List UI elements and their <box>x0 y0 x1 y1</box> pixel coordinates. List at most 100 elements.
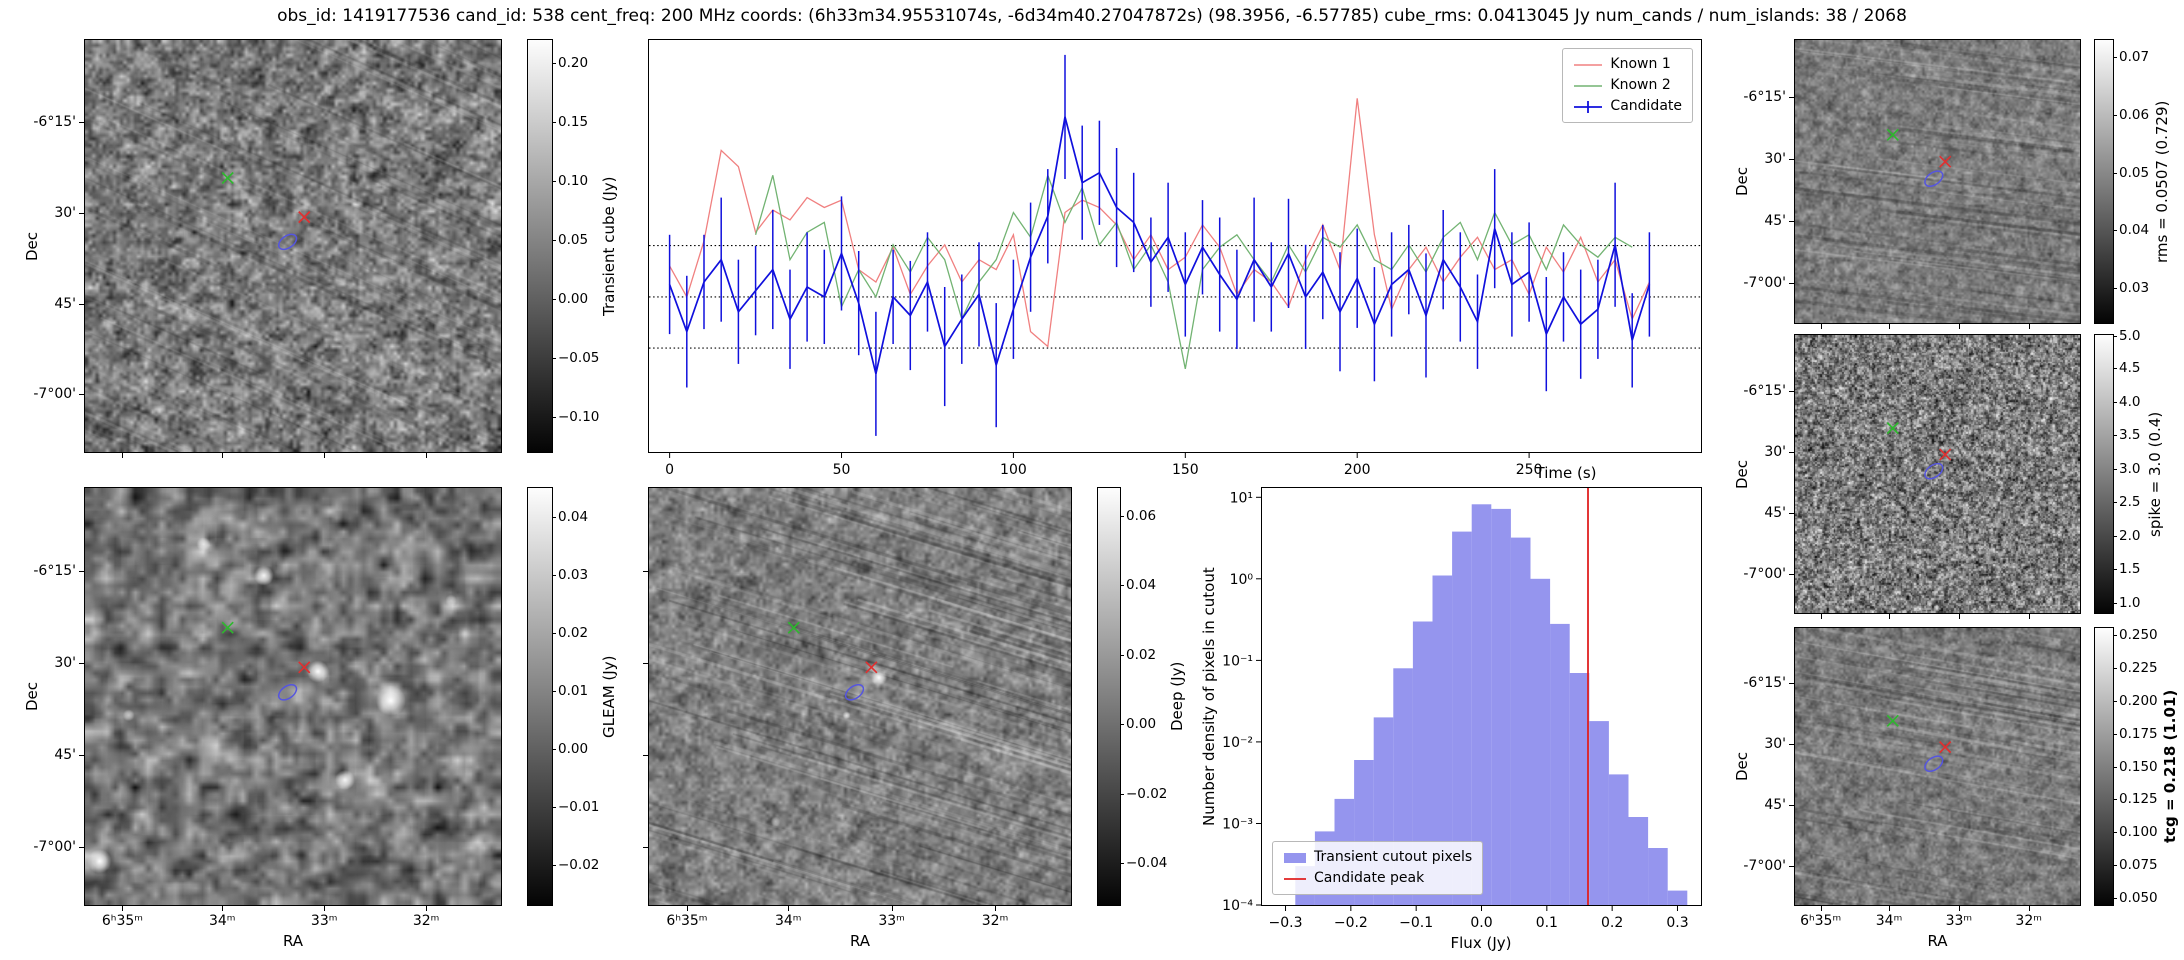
colorbar-tickmark <box>2113 435 2117 437</box>
colorbar-tickmark <box>1120 585 1124 587</box>
dec-tick-label: 30' <box>1764 736 1786 753</box>
colorbar-tick-label: 5.0 <box>2119 328 2141 345</box>
dec-tick-label: 45' <box>54 746 76 763</box>
dec-tick-label: 30' <box>54 205 76 222</box>
colorbar-tickmark <box>2113 230 2117 232</box>
colorbar-label: spike = 3.0 (0.4) <box>2145 411 2164 537</box>
colorbar-tickmark <box>2113 733 2117 735</box>
ra-tickmark <box>1820 613 1822 619</box>
ra-tickmark <box>222 452 224 458</box>
colorbar-label: GLEAM (Jy) <box>599 655 618 738</box>
ra-tick-label: 33ᵐ <box>1945 913 1973 929</box>
ra-tickmark <box>788 905 790 911</box>
ra-tick-label: 33ᵐ <box>310 913 338 929</box>
marker-candidate-ellipse <box>277 684 298 701</box>
colorbar-tickmark <box>552 181 556 183</box>
legend-entry: Known 1 <box>1573 54 1682 75</box>
histogram-bar <box>1491 508 1511 905</box>
colorbar-tick-label: 0.100 <box>2119 824 2158 841</box>
dec-axis-label: Dec <box>1733 751 1751 782</box>
cutout-marker-layer <box>221 171 311 251</box>
colorbar-tickmark <box>552 357 556 359</box>
colorbar-tick-label: 0.05 <box>2119 164 2150 181</box>
colorbar-label: rms = 0.0507 (0.729) <box>2153 100 2171 263</box>
histogram-bar <box>1452 531 1472 905</box>
dec-tick-label: -7°00' <box>1743 275 1786 292</box>
colorbar-tickmark <box>552 690 556 692</box>
dec-axis-label: Dec <box>23 231 41 261</box>
dec-tickmark <box>1789 221 1795 223</box>
histogram-bar <box>1648 848 1668 905</box>
colorbar-tick-label: 0.15 <box>558 114 589 131</box>
panel-spike-cutout: -6°15' 30' 45' -7°00' Dec <box>1733 334 2081 619</box>
colorbar-tick-label: 0.00 <box>558 740 589 757</box>
colorbar-tickmark <box>1120 863 1124 865</box>
colorbar-tickmark <box>552 63 556 65</box>
flux-tick-label: 0.0 <box>1470 915 1492 931</box>
colorbar-tick-label: 4.5 <box>2119 360 2141 377</box>
histogram-bar <box>1628 817 1649 905</box>
dec-tick-label: 30' <box>1764 443 1786 460</box>
marker-candidate-ellipse <box>277 233 298 251</box>
lightcurve-legend: Known 1 Known 2 Candidate <box>1562 48 1693 123</box>
colorbar-transient-cube: 0.20 0.15 0.10 0.05 0.00 −0.05 −0.10 Transient … <box>527 39 618 453</box>
colorbar-label: tcg = 0.218 (1.01) <box>2160 689 2179 844</box>
dec-tickmark <box>643 571 649 573</box>
flux-tick-label: 0.1 <box>1536 915 1558 931</box>
dec-axis-label: Dec <box>1733 459 1751 489</box>
ra-tick-label: 32ᵐ <box>981 913 1009 929</box>
panel-deep-cutout: 6ʰ35ᵐ 34ᵐ 33ᵐ 32ᵐ RA <box>643 487 1072 950</box>
colorbar-tickmark <box>2113 667 2117 669</box>
colorbar-tick-label: 1.0 <box>2119 594 2141 611</box>
colorbar-gleam: 0.04 0.03 0.02 0.01 0.00 −0.01 −0.02 GLEAM (Jy) <box>527 487 618 906</box>
dec-tick-label: -7°00' <box>33 838 76 855</box>
histogram-bar <box>1510 537 1531 905</box>
legend-line-sample <box>1284 877 1306 880</box>
dec-tickmark <box>643 846 649 848</box>
legend-line-sample <box>1574 100 1603 113</box>
panel-lightcurve: 0 50 100 150 200 250 Known 1 Known 2 Candidate <box>648 39 1702 478</box>
dec-tick-label: -6°15' <box>1743 382 1786 399</box>
colorbar-tick-label: −0.05 <box>558 349 600 366</box>
series-known-2 <box>754 173 1633 370</box>
ra-tickmark <box>686 905 688 911</box>
dec-axis-label: Dec <box>23 681 41 712</box>
dec-tick-label: 45' <box>1764 213 1786 230</box>
time-tick-label: 200 <box>1344 462 1371 478</box>
dec-tickmark <box>79 213 85 215</box>
time-tick-label: 250 <box>1516 462 1543 478</box>
cutout-image-tcg <box>1795 628 2080 905</box>
colorbar-tick-label: 0.125 <box>2119 791 2158 808</box>
time-tick-label: 150 <box>1172 462 1199 478</box>
panel-gleam-cutout: -6°15' 30' 45' -7°00' 6ʰ35ᵐ 34ᵐ 33ᵐ 32ᵐ Dec RA <box>23 487 502 950</box>
dec-tickmark <box>79 663 85 665</box>
colorbar-tick-label: −0.02 <box>1126 785 1168 802</box>
figure-title: obs_id: 1419177536 cand_id: 538 cent_fre… <box>277 6 1907 26</box>
colorbar-tickmark <box>2113 832 2117 834</box>
histogram-ylabel: Number density of pixels in cutout <box>1200 567 1218 826</box>
colorbar-tickmark <box>2113 535 2117 537</box>
legend-line-sample <box>1574 63 1603 66</box>
ra-tick-label: 33ᵐ <box>878 913 905 929</box>
legend-label: Candidate peak <box>1314 870 1425 886</box>
ra-tickmark <box>1958 905 1960 911</box>
colorbar-tickmark <box>1120 724 1124 726</box>
flux-tick-label: 0.2 <box>1601 915 1623 931</box>
dec-tickmark <box>1789 390 1795 392</box>
colorbar-tick-label: 2.5 <box>2119 494 2141 511</box>
colorbar-tick-label: 0.175 <box>2119 725 2158 742</box>
dec-axis-label: Dec <box>1733 166 1751 197</box>
lightcurve-plot: 0 50 100 150 200 250 <box>649 54 1701 478</box>
ra-axis-label: RA <box>849 932 871 950</box>
dec-tickmark <box>643 663 649 665</box>
colorbar-deep: 0.06 0.04 0.02 0.00 −0.02 −0.04 Deep (Jy) <box>1097 487 1186 906</box>
colorbar-tickmark <box>552 632 556 634</box>
dec-tickmark <box>79 394 85 396</box>
panel-rms-cutout: -6°15' 30' 45' -7°00' Dec <box>1733 39 2081 329</box>
cutout-image-spike <box>1795 335 2080 613</box>
colorbar-tick-label: 0.06 <box>1126 507 1157 524</box>
colorbar-tick-label: 0.02 <box>558 624 589 641</box>
dec-tickmark <box>79 122 85 124</box>
dec-tickmark <box>643 754 649 756</box>
legend-entry: Transient cutout pixels <box>1283 847 1472 868</box>
